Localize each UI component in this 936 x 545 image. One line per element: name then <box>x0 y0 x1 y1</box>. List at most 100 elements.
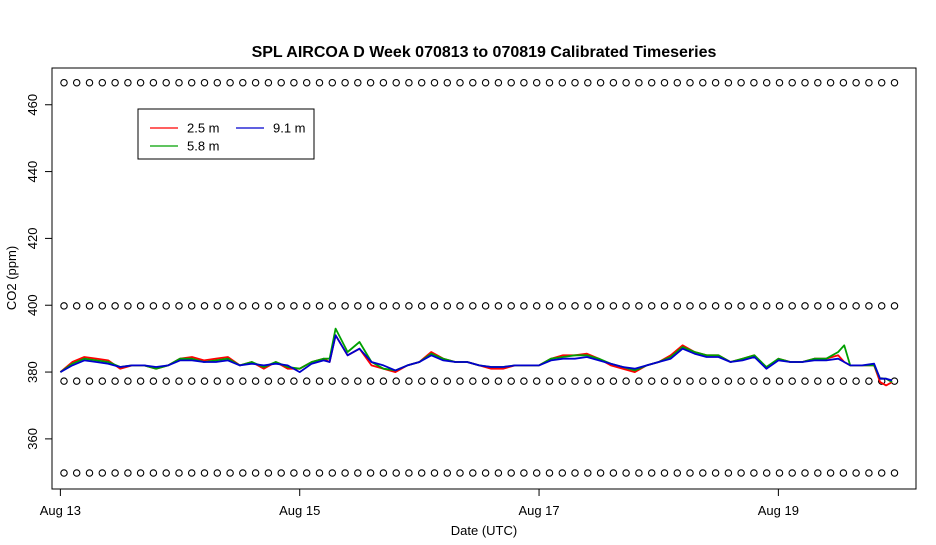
calibration-point <box>405 377 413 385</box>
calibration-point <box>136 78 145 87</box>
calibration-point <box>264 302 273 310</box>
calibration-point <box>264 377 273 385</box>
calibration-point <box>341 78 349 87</box>
y-tick-label: 420 <box>25 228 40 250</box>
x-tick-label: Aug 13 <box>40 503 81 518</box>
calibration-point <box>354 377 362 385</box>
calibration-point <box>149 78 158 87</box>
calibration-point <box>852 302 860 310</box>
calibration-point <box>814 469 822 477</box>
calibration-point <box>711 469 720 477</box>
calibration-point <box>532 377 541 385</box>
calibration-point <box>136 377 145 385</box>
calibration-point <box>622 78 630 87</box>
calibration-point <box>60 302 68 310</box>
calibration-point <box>622 302 630 310</box>
calibration-point <box>762 302 771 310</box>
calibration-point <box>801 377 809 385</box>
y-tick-label: 460 <box>25 94 40 116</box>
calibration-point <box>584 78 592 87</box>
calibration-point <box>405 78 413 87</box>
calibration-point <box>520 469 528 477</box>
calibration-point <box>532 302 541 310</box>
calibration-point <box>609 302 618 310</box>
calibration-point <box>584 302 592 310</box>
calibration-point <box>328 302 337 310</box>
calibration-point <box>647 78 656 87</box>
x-axis-label: Date (UTC) <box>451 523 517 538</box>
calibration-point <box>750 469 758 477</box>
calibration-point <box>85 302 94 310</box>
calibration-point <box>622 377 630 385</box>
calibration-point <box>264 78 273 87</box>
calibration-point <box>328 78 337 87</box>
calibration-point <box>200 78 209 87</box>
calibration-point <box>124 469 132 477</box>
calibration-point <box>494 78 503 87</box>
calibration-point <box>558 302 567 310</box>
calibration-point <box>724 78 733 87</box>
legend-box <box>137 108 315 160</box>
calibration-point <box>60 377 68 385</box>
calibration-point <box>814 78 822 87</box>
calibration-point <box>456 302 464 310</box>
calibration-point <box>392 302 400 310</box>
calibration-point <box>609 377 618 385</box>
calibration-point <box>341 469 349 477</box>
calibration-point <box>673 469 682 477</box>
calibration-point <box>187 469 196 477</box>
calibration-point <box>686 78 694 87</box>
calibration-point <box>366 469 375 477</box>
calibration-point <box>72 377 81 385</box>
calibration-point <box>456 377 464 385</box>
calibration-point <box>456 469 464 477</box>
calibration-point <box>226 302 234 310</box>
calibration-point <box>481 78 490 87</box>
calibration-point <box>85 78 94 87</box>
calibration-point <box>379 78 388 87</box>
calibration-point <box>571 302 579 310</box>
calibration-point <box>737 302 745 310</box>
calibration-point <box>711 377 720 385</box>
calibration-point <box>826 302 835 310</box>
calibration-point <box>213 78 222 87</box>
calibration-point <box>571 377 579 385</box>
calibration-point <box>72 469 81 477</box>
chart-title: SPL AIRCOA D Week 070813 to 070819 Calib… <box>252 44 717 61</box>
calibration-point <box>213 302 222 310</box>
calibration-point <box>890 78 899 87</box>
calibration-point <box>302 78 311 87</box>
calibration-point <box>609 78 618 87</box>
calibration-point <box>507 78 515 87</box>
calibration-point <box>635 469 643 477</box>
calibration-point <box>558 377 567 385</box>
calibration-point <box>507 302 515 310</box>
calibration-point <box>494 469 503 477</box>
calibration-point <box>635 302 643 310</box>
calibration-point <box>865 302 873 310</box>
calibration-point <box>417 377 426 385</box>
calibration-point <box>405 302 413 310</box>
calibration-point <box>239 469 247 477</box>
calibration-point <box>839 469 848 477</box>
y-axis: 360 380 400 420 440 460 <box>25 94 52 450</box>
calibration-point <box>686 469 694 477</box>
calibration-point <box>737 377 745 385</box>
calibration-point <box>890 469 899 477</box>
calibration-point <box>264 469 273 477</box>
calibration-point <box>494 377 503 385</box>
calibration-point <box>430 302 439 310</box>
calibration-point <box>826 78 835 87</box>
calibration-point <box>877 302 886 310</box>
calibration-point <box>750 302 758 310</box>
calibration-point <box>507 377 515 385</box>
calibration-point <box>788 377 796 385</box>
calibration-point <box>124 377 132 385</box>
calibration-point <box>507 469 515 477</box>
calibration-point <box>724 377 733 385</box>
calibration-point <box>469 78 477 87</box>
calibration-point <box>72 302 81 310</box>
calibration-point <box>366 302 375 310</box>
calibration-point <box>187 78 196 87</box>
